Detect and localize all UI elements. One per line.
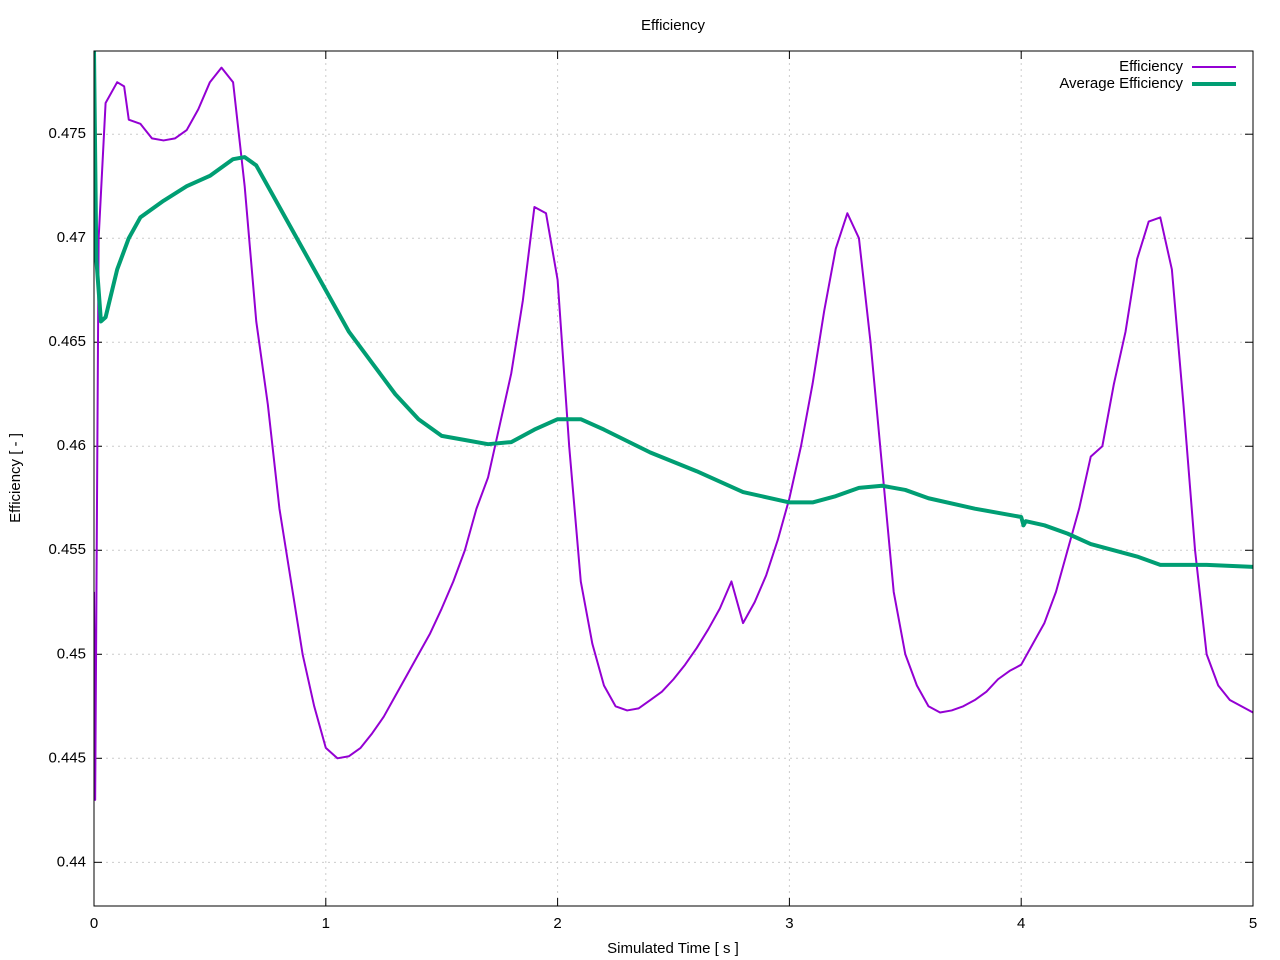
y-axis-label: Efficiency [ - ] xyxy=(7,433,24,523)
data-line xyxy=(94,66,1253,801)
y-tick-label: 0.46 xyxy=(57,437,86,454)
data-line xyxy=(94,51,1253,569)
y-tick-label: 0.445 xyxy=(48,749,86,766)
x-tick-label: 5 xyxy=(1249,915,1257,932)
legend-label: Efficiency xyxy=(1119,58,1183,75)
x-axis-label: Simulated Time [ s ] xyxy=(607,940,739,957)
y-tick-label: 0.47 xyxy=(57,229,86,246)
x-tick-label: 3 xyxy=(785,915,793,932)
y-tick-label: 0.455 xyxy=(48,541,86,558)
x-tick-label: 4 xyxy=(1017,915,1025,932)
y-tick-label: 0.475 xyxy=(48,125,86,142)
x-tick-label: 0 xyxy=(90,915,98,932)
y-tick-label: 0.44 xyxy=(57,853,86,870)
x-tick-label: 1 xyxy=(322,915,330,932)
legend-label: Average Efficiency xyxy=(1059,75,1183,92)
chart-title: Efficiency xyxy=(641,17,705,34)
plot-frame xyxy=(93,50,1254,907)
y-tick-label: 0.465 xyxy=(48,333,86,350)
x-tick-label: 2 xyxy=(553,915,561,932)
y-tick-label: 0.45 xyxy=(57,645,86,662)
